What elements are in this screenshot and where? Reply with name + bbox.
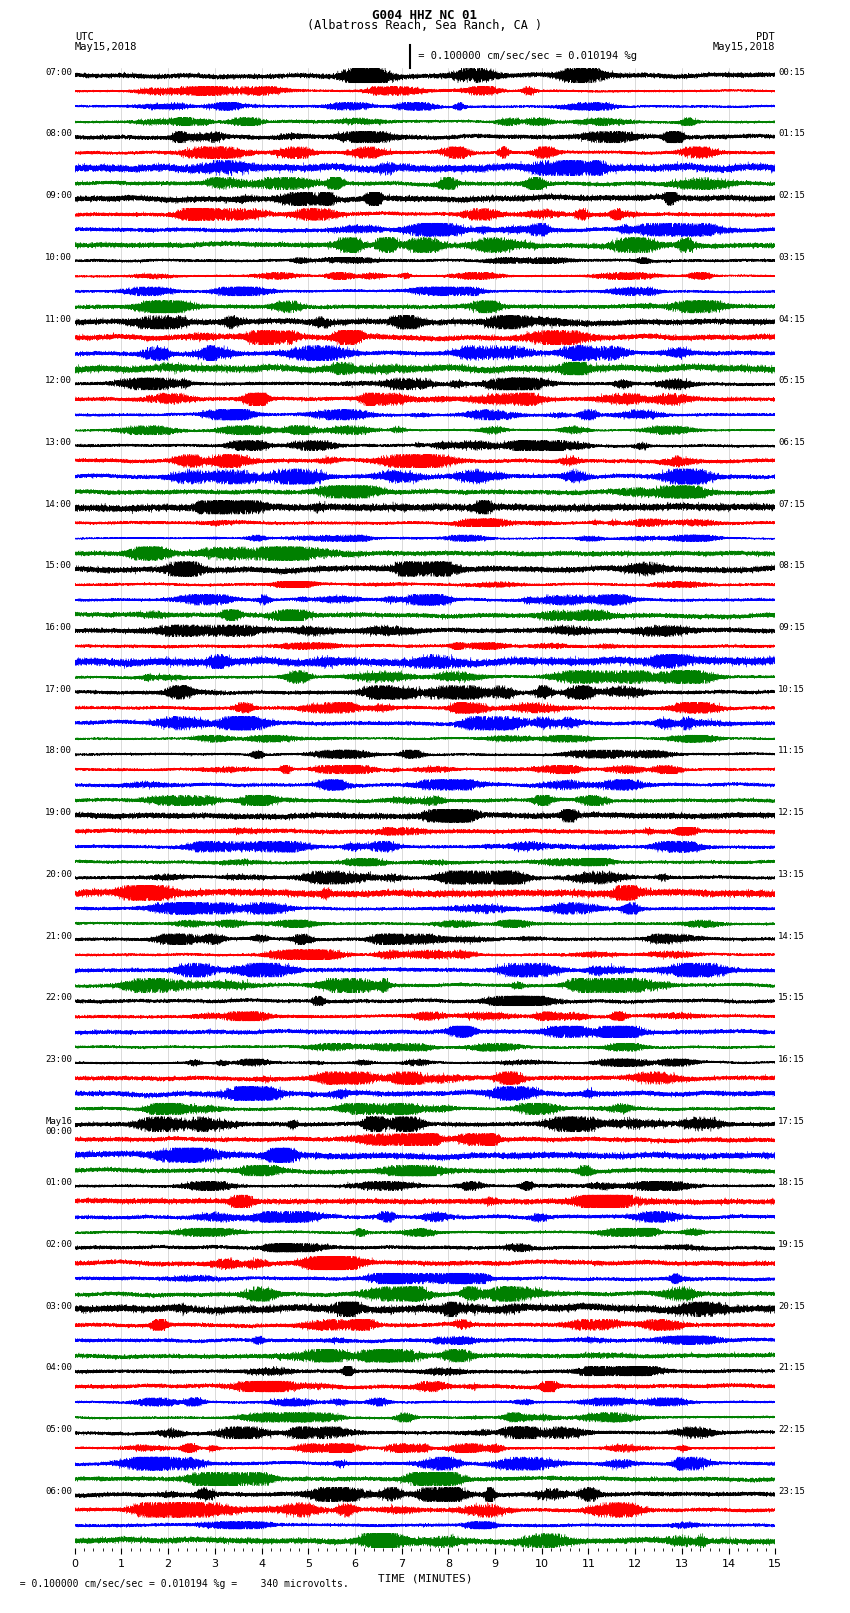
Text: (Albatross Reach, Sea Ranch, CA ): (Albatross Reach, Sea Ranch, CA )	[308, 19, 542, 32]
Text: PDT: PDT	[756, 32, 775, 42]
Text: May15,2018: May15,2018	[75, 42, 138, 52]
Text: May15,2018: May15,2018	[712, 42, 775, 52]
Text: UTC: UTC	[75, 32, 94, 42]
Text: = 0.100000 cm/sec/sec = 0.010194 %g =    340 microvolts.: = 0.100000 cm/sec/sec = 0.010194 %g = 34…	[8, 1579, 349, 1589]
Text: = 0.100000 cm/sec/sec = 0.010194 %g: = 0.100000 cm/sec/sec = 0.010194 %g	[412, 52, 638, 61]
X-axis label: TIME (MINUTES): TIME (MINUTES)	[377, 1573, 473, 1582]
Text: G004 HHZ NC 01: G004 HHZ NC 01	[372, 10, 478, 23]
